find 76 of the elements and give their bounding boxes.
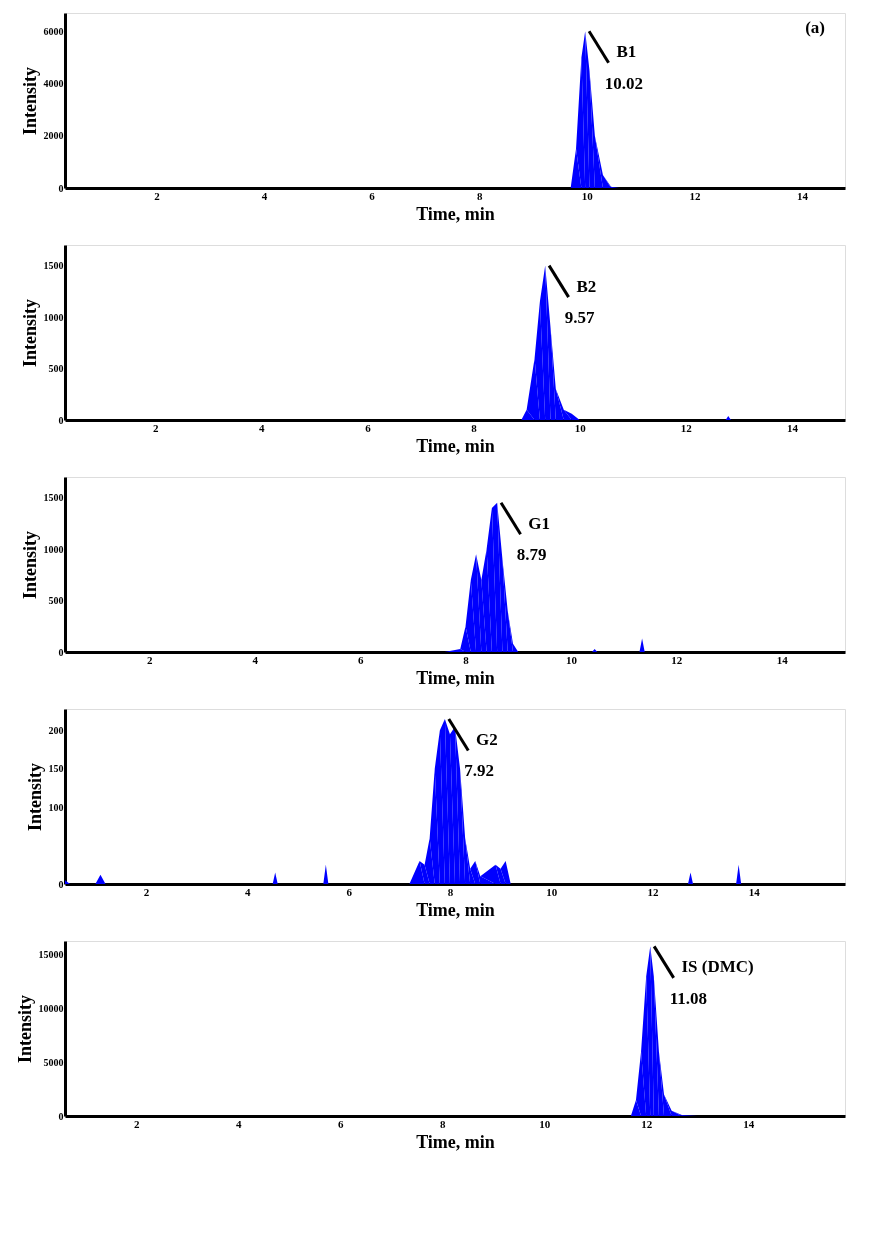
y-axis-title: Intensity [19, 66, 40, 136]
x-tick-label: 2 [134, 1117, 141, 1130]
x-axis-title: Time, min [416, 899, 495, 920]
annotation: 9.57 [564, 308, 595, 328]
x-tick-label: 14 [743, 1117, 755, 1130]
y-tick-label: 500 [48, 363, 64, 375]
y-tick-label: 500 [48, 595, 64, 607]
y-tick-label: 5000 [43, 1056, 64, 1068]
x-tick-label: 2 [154, 189, 161, 202]
y-tick-label: 200 [48, 724, 64, 736]
y-tick-label: 15000 [38, 949, 64, 961]
x-tick-label: 4 [261, 189, 268, 202]
y-axis-title: Intensity [19, 530, 40, 600]
y-tick-label: 0 [58, 646, 64, 658]
y-tick-label: 1000 [43, 543, 64, 555]
y-tick-label: 2000 [43, 130, 64, 142]
x-tick-label: 8 [471, 421, 478, 434]
y-tick-label: 4000 [43, 78, 64, 90]
y-tick-label: 0 [58, 878, 64, 890]
annotation: IS (DMC) [681, 957, 754, 977]
x-tick-label: 4 [259, 421, 266, 434]
x-tick-label: 4 [236, 1117, 243, 1130]
x-tick-label: 6 [346, 885, 353, 898]
x-tick-label: 10 [581, 189, 594, 202]
x-tick-label: 8 [447, 885, 454, 898]
x-tick-label: 12 [647, 885, 660, 898]
x-tick-label: 8 [476, 189, 483, 202]
y-tick-label: 0 [58, 1110, 64, 1122]
annotation: B2 [576, 276, 597, 296]
annotation: 10.02 [604, 73, 643, 93]
x-tick-label: 10 [546, 885, 558, 898]
x-tick-label: 8 [463, 653, 470, 666]
y-tick-label: 10000 [38, 1003, 64, 1015]
y-tick-label: 0 [58, 414, 64, 426]
x-tick-label: 6 [369, 189, 376, 202]
annotation: 8.79 [516, 545, 547, 565]
y-tick-label: 100 [48, 801, 64, 813]
annotation: G2 [476, 729, 498, 749]
annotation: 11.08 [669, 988, 708, 1008]
y-axis-title: Intensity [14, 994, 35, 1064]
x-axis-title: Time, min [416, 1131, 495, 1152]
x-tick-label: 10 [565, 653, 578, 666]
x-tick-label: 10 [574, 421, 587, 434]
x-tick-label: 14 [776, 653, 789, 666]
x-tick-label: 12 [641, 1117, 653, 1130]
x-tick-label: 12 [671, 653, 683, 666]
x-tick-label: 14 [796, 189, 809, 202]
x-tick-label: 12 [689, 189, 701, 202]
y-tick-label: 1500 [43, 492, 64, 504]
annotation: G1 [528, 513, 551, 533]
x-tick-label: 12 [680, 421, 693, 434]
x-tick-label: 14 [748, 885, 761, 898]
x-tick-label: 2 [143, 885, 150, 898]
y-axis-title: Intensity [24, 762, 45, 832]
x-axis-title: Time, min [416, 667, 495, 688]
x-tick-label: 6 [357, 653, 364, 666]
x-tick-label: 4 [245, 885, 252, 898]
y-tick-label: 6000 [43, 25, 64, 37]
x-tick-label: 2 [152, 421, 159, 434]
annotation: 7.92 [464, 761, 495, 781]
y-axis-title: Intensity [19, 298, 40, 368]
y-tick-label: 1500 [43, 260, 64, 272]
x-tick-label: 2 [147, 653, 154, 666]
y-tick-label: 150 [48, 763, 64, 775]
x-tick-label: 10 [539, 1117, 551, 1130]
y-tick-label: 1000 [43, 311, 64, 323]
y-tick-label: 0 [58, 182, 64, 194]
annotation: B1 [616, 42, 637, 62]
x-tick-label: 8 [440, 1117, 446, 1130]
x-tick-label: 4 [252, 653, 259, 666]
annotation: (a) [805, 18, 825, 37]
x-tick-label: 14 [786, 421, 799, 434]
x-tick-label: 6 [338, 1117, 345, 1130]
x-tick-label: 6 [365, 421, 372, 434]
x-axis-title: Time, min [416, 203, 495, 224]
x-axis-title: Time, min [416, 435, 495, 456]
